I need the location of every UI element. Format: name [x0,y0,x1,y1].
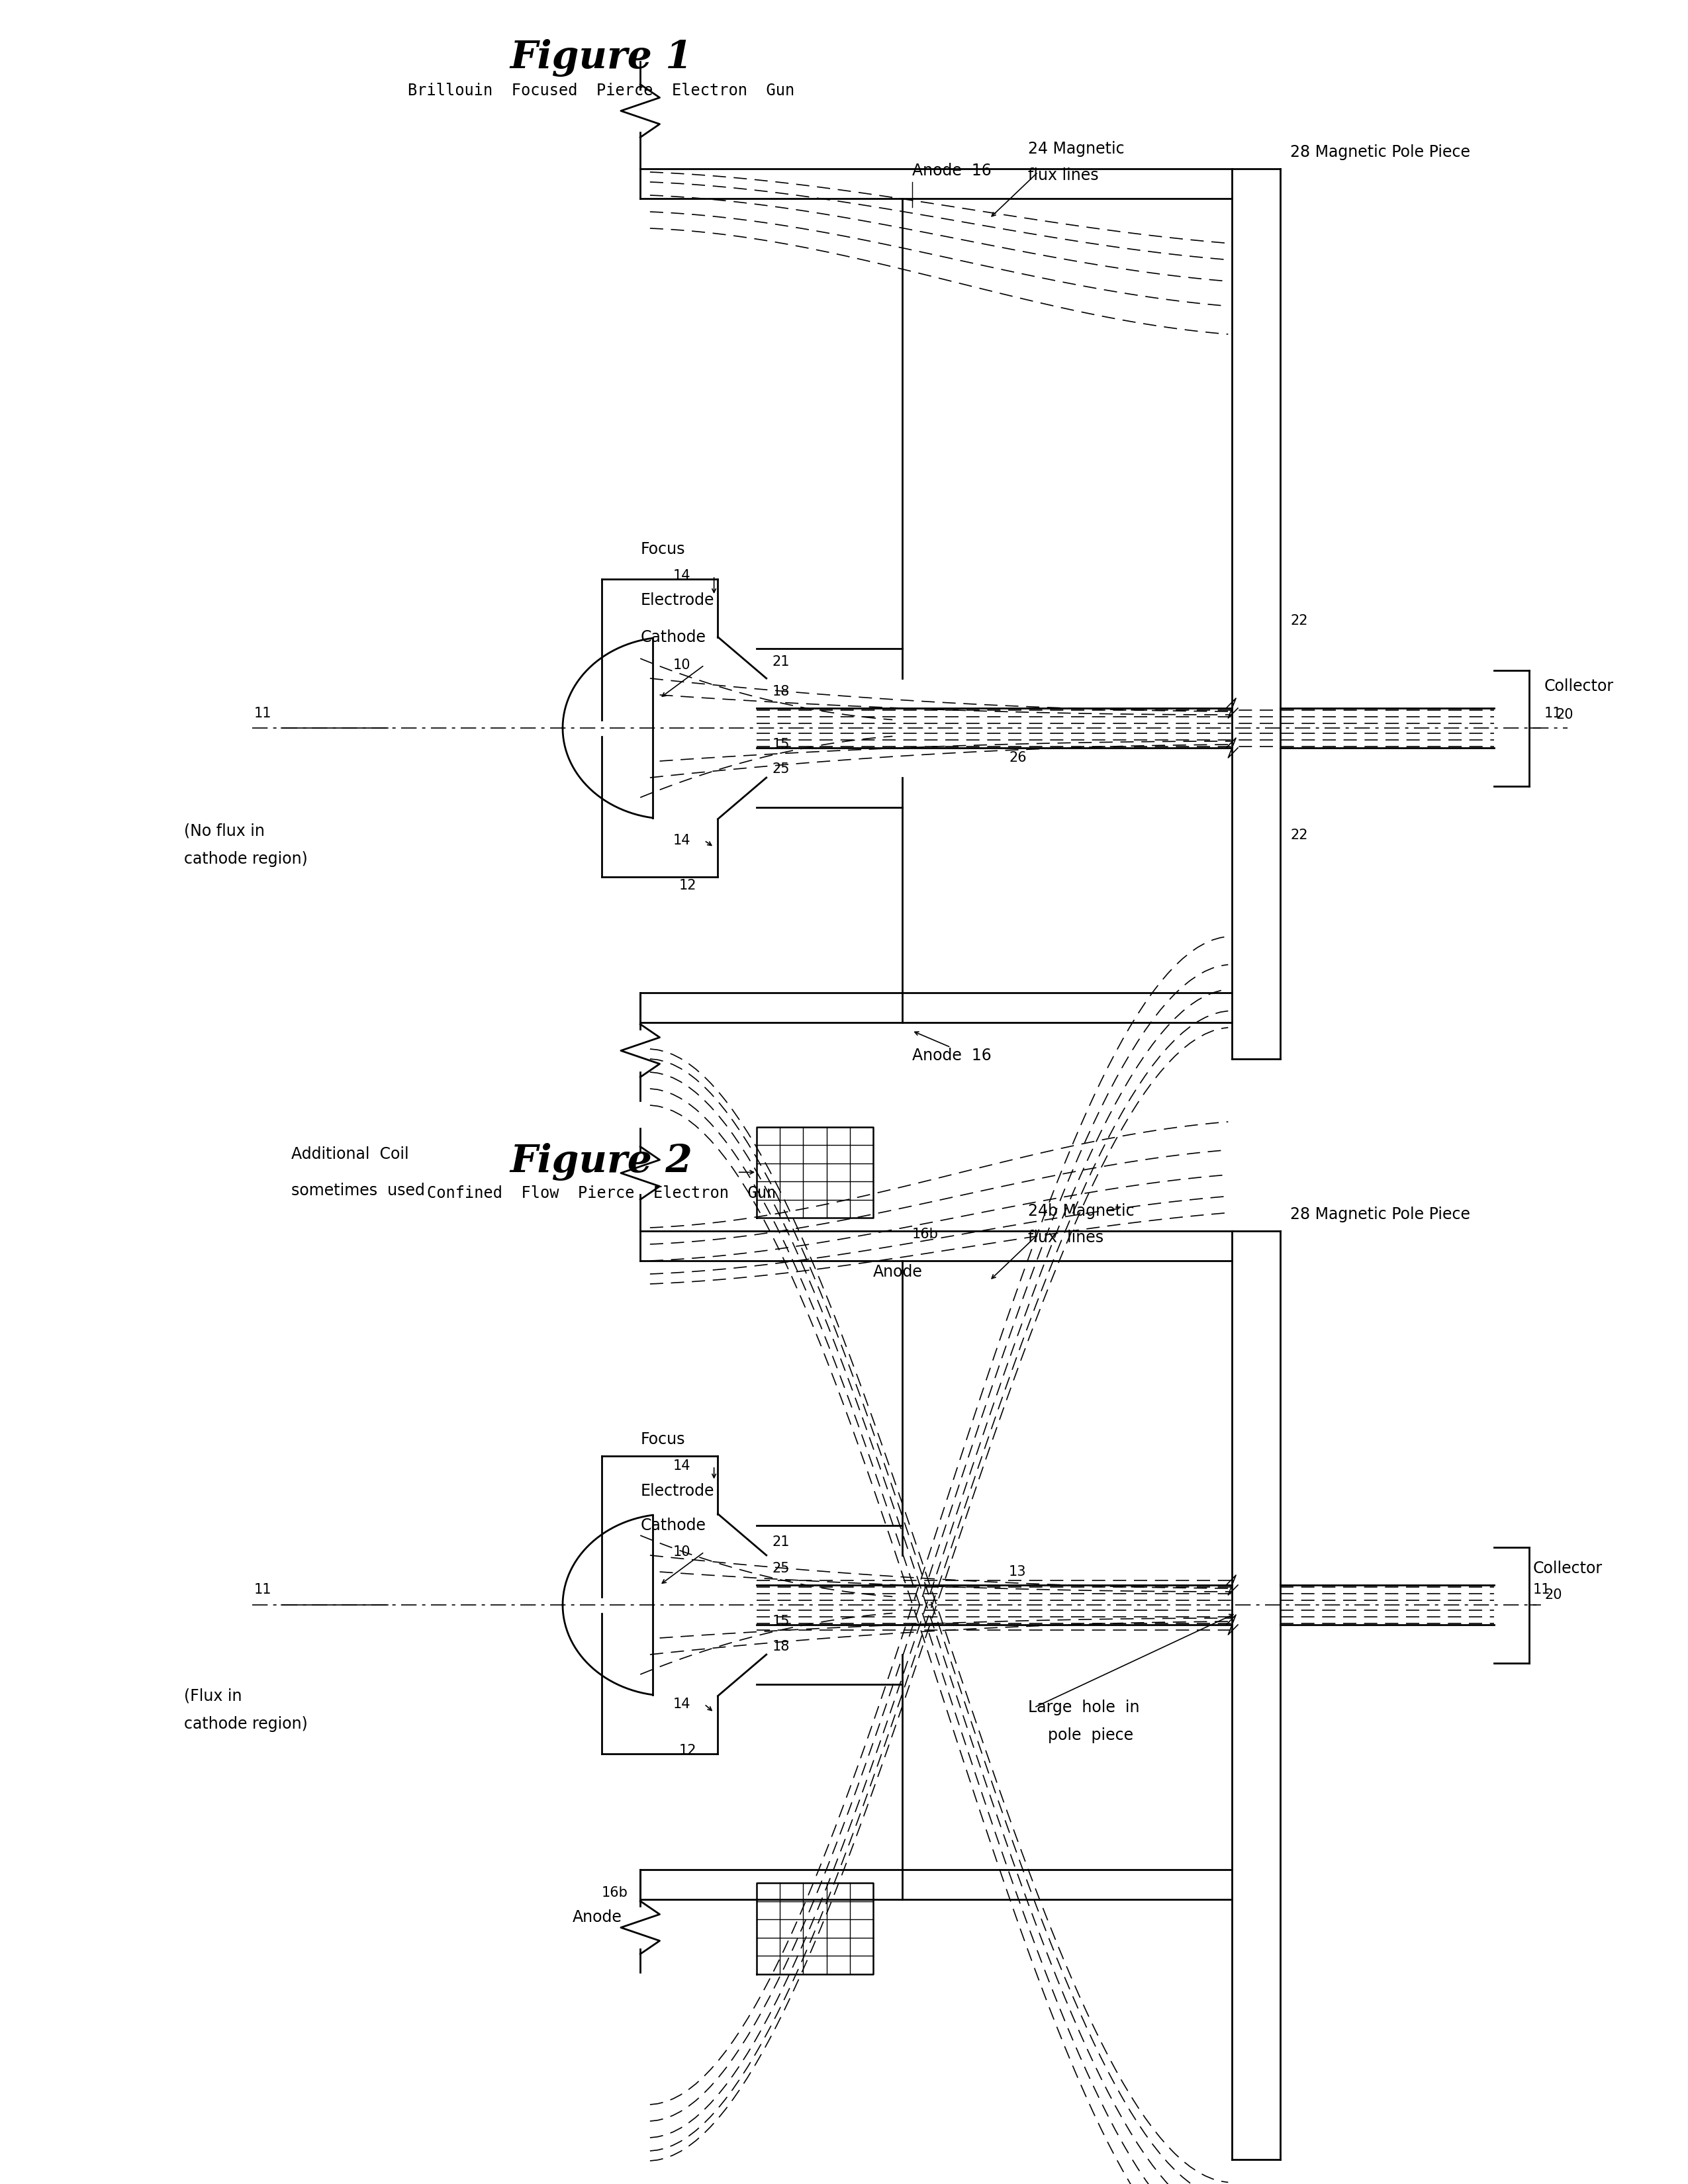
Text: Large  hole  in: Large hole in [1028,1699,1139,1714]
Text: 11: 11 [255,705,272,721]
Text: 24 Magnetic: 24 Magnetic [1028,142,1124,157]
Text: Figure 1: Figure 1 [510,39,692,76]
Text: 14: 14 [674,1459,690,1472]
Text: 22: 22 [1290,830,1308,843]
Text: 14: 14 [674,1697,690,1710]
Text: 12: 12 [679,878,697,891]
Text: 15: 15 [771,1614,790,1627]
Text: Focus: Focus [640,542,685,557]
Text: cathode region): cathode region) [184,852,307,867]
Text: 13: 13 [1009,1566,1026,1579]
Text: Electrode: Electrode [640,1483,714,1498]
Text: 21: 21 [771,1535,790,1548]
Text: 16b: 16b [601,1887,628,1900]
Text: flux  lines: flux lines [1028,1230,1104,1245]
Text: Collector: Collector [1533,1562,1602,1577]
Text: flux lines: flux lines [1028,168,1099,183]
Text: 25: 25 [771,762,790,775]
Text: 18: 18 [771,686,790,699]
Text: 14: 14 [674,834,690,847]
Text: 28 Magnetic Pole Piece: 28 Magnetic Pole Piece [1290,144,1470,159]
Text: Anode: Anode [873,1265,923,1280]
Text: cathode region): cathode region) [184,1717,307,1732]
Text: Confined  Flow  Pierce  Electron  Gun: Confined Flow Pierce Electron Gun [427,1186,776,1201]
Text: Collector: Collector [1545,679,1614,695]
Text: 21: 21 [771,655,790,668]
Text: Anode  16: Anode 16 [912,1048,991,1064]
Text: Cathode: Cathode [640,629,706,644]
Text: (No flux in: (No flux in [184,823,265,839]
Text: 20: 20 [1556,708,1573,721]
Text: 28 Magnetic Pole Piece: 28 Magnetic Pole Piece [1290,1206,1470,1223]
Text: 10: 10 [674,1546,690,1559]
Text: 15: 15 [771,738,790,751]
Text: Anode  16: Anode 16 [912,164,991,179]
Text: Brillouin  Focused  Pierce  Electron  Gun: Brillouin Focused Pierce Electron Gun [408,83,795,98]
Text: sometimes  used: sometimes used [290,1182,425,1199]
Text: 12: 12 [679,1743,697,1758]
Text: Electrode: Electrode [640,592,714,609]
Text: Additional  Coil: Additional Coil [290,1147,408,1162]
Text: 26: 26 [1009,751,1026,764]
Text: 20: 20 [1545,1588,1561,1601]
Text: Anode: Anode [572,1909,621,1926]
Text: 11: 11 [255,1583,272,1597]
Text: Cathode: Cathode [640,1518,706,1533]
Text: 11: 11 [1545,705,1561,721]
Text: 16b: 16b [912,1227,939,1241]
Text: 25: 25 [771,1562,790,1575]
Text: 10: 10 [674,660,690,673]
Text: (Flux in: (Flux in [184,1688,243,1704]
Text: 18: 18 [771,1640,790,1653]
Text: Figure 2: Figure 2 [510,1142,692,1179]
Text: 24b Magnetic: 24b Magnetic [1028,1203,1134,1219]
Text: pole  piece: pole piece [1048,1728,1133,1743]
Text: 14: 14 [674,570,690,583]
Text: 22: 22 [1290,614,1308,627]
Text: 11: 11 [1533,1583,1550,1597]
Text: Focus: Focus [640,1431,685,1448]
